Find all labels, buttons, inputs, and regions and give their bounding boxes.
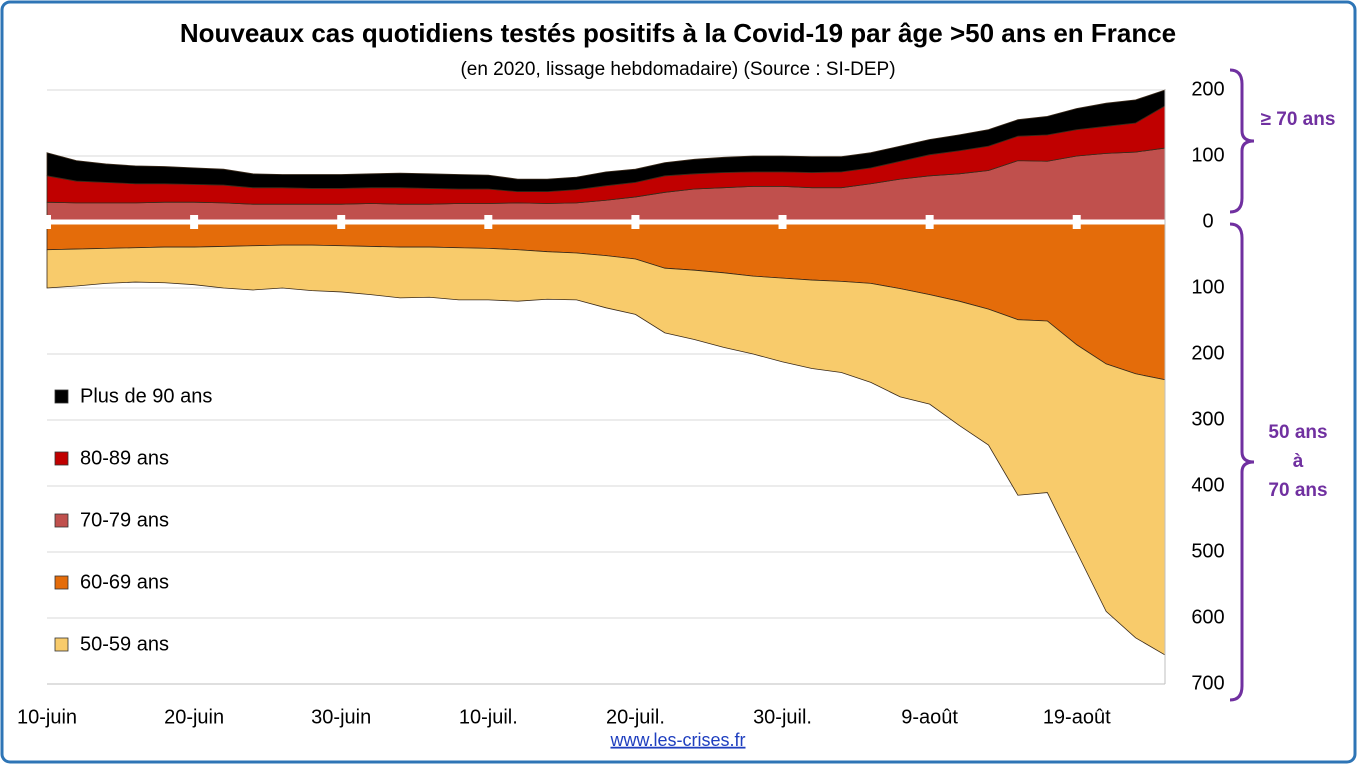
y2-tick-label: 700 [1191, 672, 1224, 694]
legend-swatch [54, 451, 69, 466]
y-tick-label: 100 [1191, 144, 1224, 166]
zero-tick [778, 215, 787, 229]
y2-tick-label: 600 [1191, 606, 1224, 628]
legend-swatch [54, 575, 69, 590]
source-link[interactable]: www.les-crises.fr [609, 730, 745, 750]
legend-swatch [54, 513, 69, 528]
zero-tick [631, 215, 640, 229]
zero-tick [190, 215, 199, 229]
bracket-label: à [1293, 451, 1304, 472]
bracket-label: ≥ 70 ans [1261, 109, 1336, 130]
x-tick-label: 20-juil. [606, 706, 665, 728]
chart-title: Nouveaux cas quotidiens testés positifs … [180, 18, 1176, 48]
y2-tick-label: 300 [1191, 408, 1224, 430]
legend-swatch [54, 389, 69, 404]
x-tick-label: 19-août [1043, 706, 1111, 728]
chart-subtitle: (en 2020, lissage hebdomadaire) (Source … [460, 59, 895, 80]
legend-label: 60-69 ans [80, 571, 169, 593]
y2-tick-label: 400 [1191, 474, 1224, 496]
x-tick-label: 30-juin [311, 706, 371, 728]
y-tick-label: 0 [1202, 210, 1213, 232]
legend-label: 70-79 ans [80, 509, 169, 531]
x-tick-label: 10-juin [17, 706, 77, 728]
x-tick-label: 20-juin [164, 706, 224, 728]
zero-tick [484, 215, 493, 229]
x-tick-label: 30-juil. [753, 706, 812, 728]
zero-tick [337, 215, 346, 229]
zero-tick [925, 215, 934, 229]
bracket [1229, 222, 1255, 702]
bracket [1229, 68, 1255, 214]
y-tick-label: 200 [1191, 78, 1224, 100]
bracket-label: 70 ans [1268, 480, 1327, 501]
y2-tick-label: 500 [1191, 540, 1224, 562]
legend-label: Plus de 90 ans [80, 385, 212, 407]
legend-label: 80-89 ans [80, 447, 169, 469]
bracket-label: 50 ans [1268, 422, 1327, 443]
legend-swatch [54, 637, 69, 652]
x-tick-label: 9-août [901, 706, 958, 728]
x-tick-label: 10-juil. [459, 706, 518, 728]
y2-tick-label: 200 [1191, 342, 1224, 364]
zero-tick [43, 215, 51, 229]
legend-label: 50-59 ans [80, 633, 169, 655]
y2-tick-label: 100 [1191, 276, 1224, 298]
zero-tick [1072, 215, 1081, 229]
